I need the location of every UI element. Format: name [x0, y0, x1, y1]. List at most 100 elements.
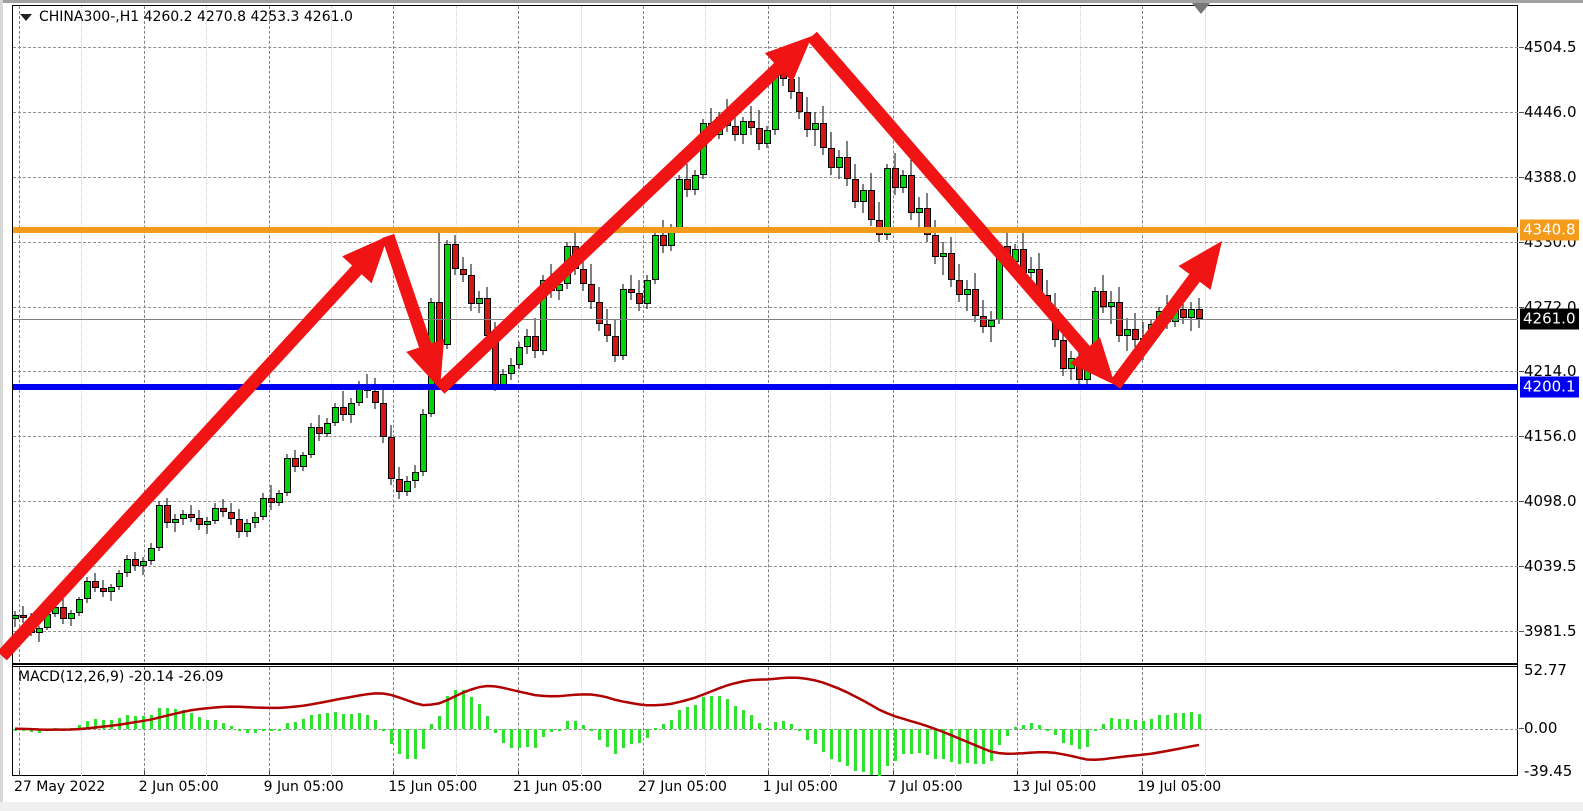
- price-axis[interactable]: 4504.5 4446.0 4388.0 4330.0 4272.0 4214.0 4156…: [1519, 5, 1583, 780]
- candlestick: [75, 6, 83, 662]
- candle-body-bearish: [891, 168, 899, 189]
- candlestick: [739, 6, 747, 662]
- date-axis-label: 27 May 2022: [14, 779, 106, 795]
- candlestick: [227, 6, 235, 662]
- candle-body-bearish: [1051, 308, 1059, 341]
- candle-body-bearish: [467, 275, 475, 305]
- candlestick: [667, 6, 675, 662]
- price-axis-tick: [1519, 566, 1524, 568]
- macd-histogram-bar: [1077, 728, 1081, 749]
- macd-histogram-bar: [965, 728, 969, 763]
- candle-body-bearish: [387, 437, 395, 479]
- candlestick: [891, 6, 899, 662]
- candlestick: [459, 6, 467, 662]
- macd-histogram-bar: [381, 728, 385, 731]
- candlestick: [251, 6, 259, 662]
- macd-histogram-bar: [429, 723, 433, 729]
- macd-histogram-bar: [789, 724, 793, 729]
- candle-body-bearish: [707, 123, 715, 135]
- candlestick: [475, 6, 483, 662]
- macd-scale-label: 52.77: [1524, 661, 1567, 679]
- candle-body-bullish: [403, 480, 411, 492]
- macd-histogram-bar: [229, 725, 233, 729]
- macd-histogram-bar: [405, 728, 409, 759]
- candle-body-bullish: [883, 168, 891, 236]
- candlestick: [515, 6, 523, 662]
- symbol-ohlc-label: CHINA300-,H1 4260.2 4270.8 4253.3 4261.0: [39, 9, 353, 25]
- price-axis-tick: [1519, 500, 1524, 502]
- macd-histogram-bar: [1117, 719, 1121, 729]
- macd-histogram-bar: [253, 728, 257, 734]
- candlestick: [531, 6, 539, 662]
- date-axis[interactable]: 27 May 2022 2 Jun 05:00 9 Jun 05:00 15 Jun …: [12, 771, 1518, 803]
- candle-body-bullish: [443, 244, 451, 345]
- candlestick: [1139, 6, 1147, 662]
- candle-body-bearish: [163, 505, 171, 524]
- resistance-price-badge[interactable]: 4340.8: [1520, 219, 1579, 241]
- price-panel[interactable]: [13, 6, 1518, 662]
- support-price-badge[interactable]: 4200.1: [1520, 376, 1579, 398]
- macd-indicator-label: MACD(12,26,9) -20.14 -26.09: [18, 669, 224, 685]
- candle-body-bearish: [1163, 311, 1171, 323]
- macd-histogram-bar: [949, 728, 953, 762]
- candle-body-bearish: [219, 507, 227, 513]
- candlestick: [555, 6, 563, 662]
- macd-histogram-bar: [741, 709, 745, 729]
- candle-body-bullish: [1011, 248, 1019, 262]
- candle-body-bullish: [715, 116, 723, 135]
- candlestick: [275, 6, 283, 662]
- macd-histogram-bar: [1165, 714, 1169, 729]
- candle-body-bearish: [971, 288, 979, 316]
- candlestick: [507, 6, 515, 662]
- candlestick: [347, 6, 355, 662]
- macd-histogram-bar: [837, 728, 841, 762]
- candlestick: [187, 6, 195, 662]
- macd-histogram-bar: [1181, 713, 1185, 729]
- candle-body-bullish: [331, 407, 339, 423]
- macd-histogram-bar: [1109, 717, 1113, 729]
- macd-histogram-bar: [861, 728, 865, 772]
- candlestick: [939, 6, 947, 662]
- candle-body-bearish: [979, 315, 987, 327]
- candle-body-bearish: [867, 190, 875, 220]
- candlestick: [147, 6, 155, 662]
- candle-body-bearish: [1131, 328, 1139, 341]
- triangle-down-icon[interactable]: [20, 13, 32, 21]
- candlestick: [795, 6, 803, 662]
- candle-body-bullish: [147, 547, 155, 562]
- price-axis-label: 4156.0: [1524, 427, 1577, 446]
- macd-histogram-bar: [845, 728, 849, 767]
- candle-body-bullish: [1139, 337, 1147, 341]
- candlestick: [1091, 6, 1099, 662]
- macd-histogram-bar: [445, 695, 449, 729]
- candle-body-bullish: [675, 179, 683, 229]
- candle-body-bearish: [1003, 246, 1011, 262]
- candlestick: [1099, 6, 1107, 662]
- candlestick: [419, 6, 427, 662]
- date-axis-tick: [1017, 771, 1019, 776]
- candle-body-bullish: [13, 614, 19, 620]
- candle-body-bullish: [1147, 324, 1155, 338]
- candlestick: [1043, 6, 1051, 662]
- candlestick: [979, 6, 987, 662]
- candlestick: [915, 6, 923, 662]
- candle-body-bullish: [539, 279, 547, 352]
- candlestick: [603, 6, 611, 662]
- macd-histogram-bar: [677, 709, 681, 729]
- candle-body-bullish: [35, 628, 43, 633]
- candle-body-bearish: [587, 284, 595, 303]
- current-price-badge[interactable]: 4261.0: [1520, 308, 1579, 330]
- candlestick: [1115, 6, 1123, 662]
- candlestick: [355, 6, 363, 662]
- macd-panel[interactable]: [13, 666, 1518, 776]
- candle-body-bullish: [1187, 308, 1195, 318]
- candle-body-bearish: [683, 179, 691, 191]
- support-level-line: [13, 383, 1518, 390]
- macd-histogram-bar: [1133, 720, 1137, 729]
- macd-histogram-bar: [93, 719, 97, 729]
- candlestick: [243, 6, 251, 662]
- candle-body-bullish: [243, 523, 251, 533]
- macd-histogram-bar: [269, 728, 273, 731]
- candlestick: [379, 6, 387, 662]
